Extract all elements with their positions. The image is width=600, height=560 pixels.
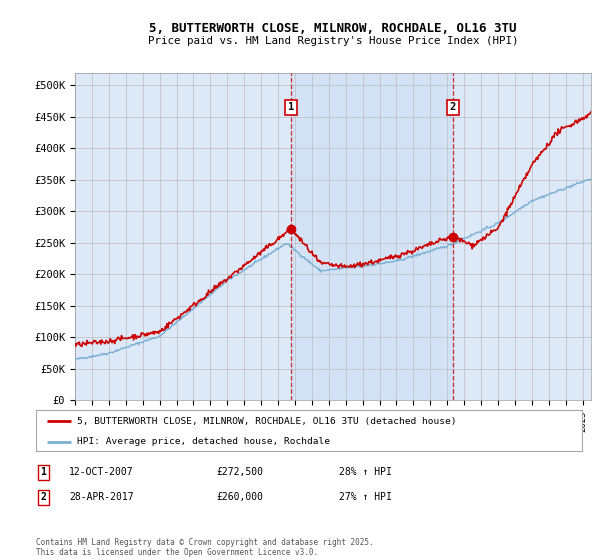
Text: Contains HM Land Registry data © Crown copyright and database right 2025.
This d: Contains HM Land Registry data © Crown c… [36,538,374,557]
Text: 28% ↑ HPI: 28% ↑ HPI [339,467,392,477]
Text: 28-APR-2017: 28-APR-2017 [69,492,134,502]
Text: 12-OCT-2007: 12-OCT-2007 [69,467,134,477]
Text: 2: 2 [449,102,456,112]
Text: 1: 1 [288,102,295,112]
Text: HPI: Average price, detached house, Rochdale: HPI: Average price, detached house, Roch… [77,437,330,446]
Bar [291,73,453,400]
Text: 27% ↑ HPI: 27% ↑ HPI [339,492,392,502]
Text: 1: 1 [40,467,46,477]
Text: Price paid vs. HM Land Registry's House Price Index (HPI): Price paid vs. HM Land Registry's House … [148,36,518,46]
Text: 2: 2 [40,492,46,502]
Text: £272,500: £272,500 [216,467,263,477]
Text: £260,000: £260,000 [216,492,263,502]
Text: 5, BUTTERWORTH CLOSE, MILNROW, ROCHDALE, OL16 3TU: 5, BUTTERWORTH CLOSE, MILNROW, ROCHDALE,… [149,22,517,35]
Text: 5, BUTTERWORTH CLOSE, MILNROW, ROCHDALE, OL16 3TU (detached house): 5, BUTTERWORTH CLOSE, MILNROW, ROCHDALE,… [77,417,457,426]
